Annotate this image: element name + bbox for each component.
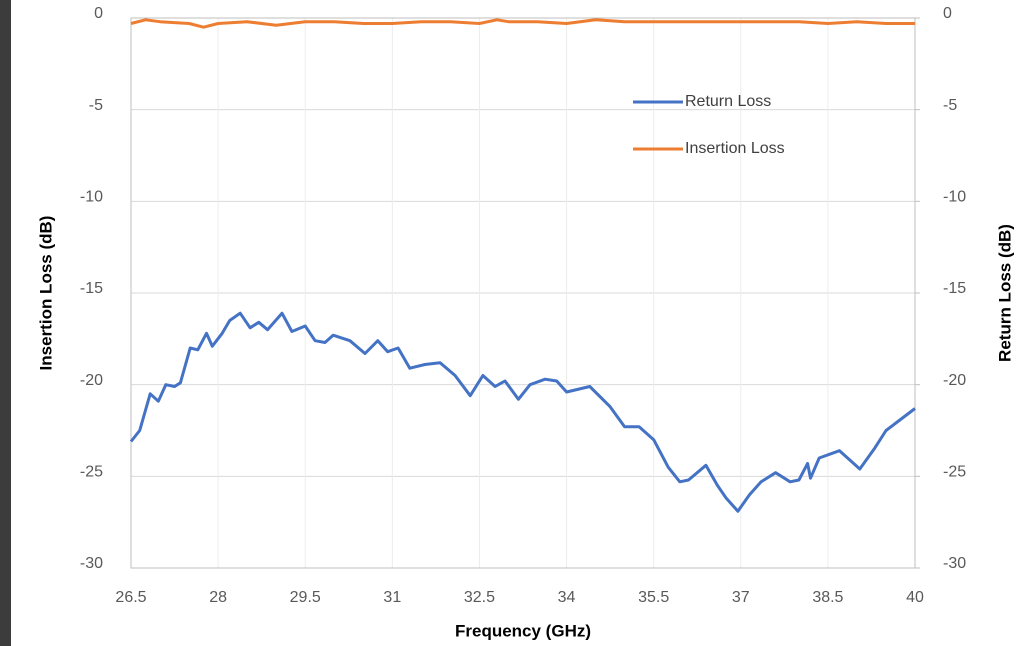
y-tick-label: -20 <box>80 372 103 389</box>
x-tick-label: 26.5 <box>115 589 146 606</box>
y-tick-label: -10 <box>80 189 103 206</box>
x-tick-label: 38.5 <box>812 589 843 606</box>
y2-tick-label: -30 <box>943 555 966 572</box>
x-tick-label: 31 <box>383 589 401 606</box>
y-tick-label: -5 <box>89 97 103 114</box>
y2-tick-label: 0 <box>943 5 952 22</box>
y-tick-label: -30 <box>80 555 103 572</box>
y-tick-label: 0 <box>94 5 103 22</box>
y2-tick-label: -5 <box>943 97 957 114</box>
x-tick-label: 37 <box>732 589 750 606</box>
x-tick-label: 32.5 <box>464 589 495 606</box>
y-tick-label: -25 <box>80 464 103 481</box>
y-axis-title: Insertion Loss (dB) <box>36 216 55 371</box>
y2-tick-label: -25 <box>943 464 966 481</box>
legend-label: Return Loss <box>685 93 771 110</box>
x-tick-label: 35.5 <box>638 589 669 606</box>
legend-label: Insertion Loss <box>685 140 785 157</box>
x-axis-title: Frequency (GHz) <box>455 621 591 640</box>
x-tick-label: 40 <box>906 589 924 606</box>
y2-tick-label: -15 <box>943 280 966 297</box>
plot-border <box>130 17 916 569</box>
y2-axis-title: Return Loss (dB) <box>995 224 1014 362</box>
x-tick-label: 28 <box>209 589 227 606</box>
series-line <box>129 311 916 513</box>
y-tick-label: -15 <box>80 280 103 297</box>
series-line <box>130 18 915 29</box>
y2-tick-label: -20 <box>943 372 966 389</box>
x-tick-label: 34 <box>558 589 576 606</box>
x-tick-label: 29.5 <box>290 589 321 606</box>
y2-tick-label: -10 <box>943 189 966 206</box>
side-strip <box>0 0 11 646</box>
